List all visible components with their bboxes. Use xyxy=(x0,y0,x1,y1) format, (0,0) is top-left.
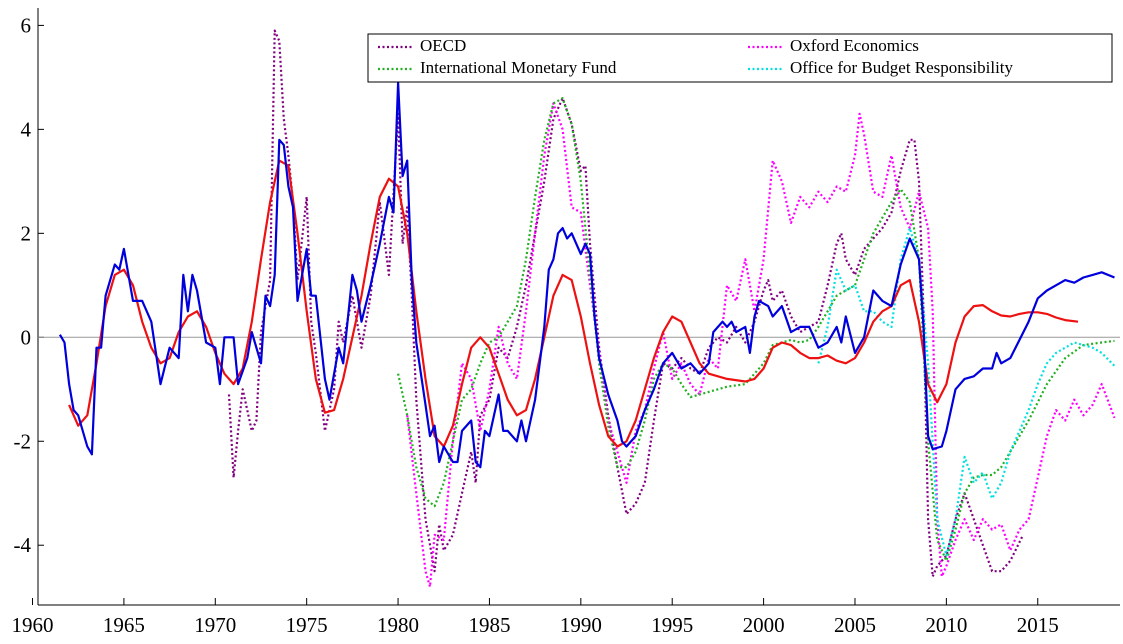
x-tick-label: 1970 xyxy=(194,613,236,637)
y-tick-label: 0 xyxy=(21,325,32,349)
y-tick-label: -2 xyxy=(14,429,32,453)
y-tick-label: 6 xyxy=(21,13,32,37)
x-tick-label: 1965 xyxy=(103,613,145,637)
series-line xyxy=(406,102,1116,588)
legend-label: Oxford Economics xyxy=(790,36,919,55)
legend-box xyxy=(367,33,1113,83)
x-tick-label: 1985 xyxy=(468,613,510,637)
series-line xyxy=(58,81,1115,469)
y-tick-label: 4 xyxy=(21,117,32,141)
x-tick-label: 2010 xyxy=(925,613,967,637)
legend: OECD Oxford Economics International Moneta… xyxy=(367,33,1113,83)
x-tick-label: 2005 xyxy=(834,613,876,637)
series-line xyxy=(817,227,1116,557)
legend-label: Office for Budget Responsibility xyxy=(790,58,1014,77)
x-tick-label: 2015 xyxy=(1017,613,1059,637)
y-tick-label: -4 xyxy=(14,533,32,557)
legend-label: OECD xyxy=(420,36,466,55)
x-tick-label: 1995 xyxy=(651,613,693,637)
ticks: -4 -2 0 2 4 6 1960 1965 1970 1975 1980 1985 1990 1995… xyxy=(12,13,1059,637)
series-line xyxy=(68,159,1079,448)
x-tick-label: 1975 xyxy=(286,613,328,637)
legend-label: International Monetary Fund xyxy=(420,58,617,77)
x-tick-label: 1960 xyxy=(12,613,54,637)
x-tick-label: 2000 xyxy=(743,613,785,637)
plot-area xyxy=(38,29,1120,588)
series-line xyxy=(227,29,1025,578)
x-tick-label: 1990 xyxy=(560,613,602,637)
y-tick-label: 2 xyxy=(21,221,32,245)
x-tick-label: 1980 xyxy=(377,613,419,637)
